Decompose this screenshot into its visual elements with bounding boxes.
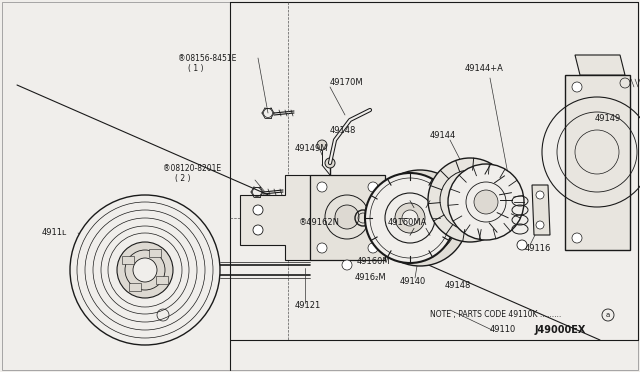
Text: 49148: 49148 bbox=[445, 280, 472, 289]
Text: 4911ʟ: 4911ʟ bbox=[42, 228, 67, 237]
Circle shape bbox=[395, 203, 425, 233]
Circle shape bbox=[428, 158, 512, 242]
Circle shape bbox=[317, 182, 327, 192]
Text: ®08156-8451E: ®08156-8451E bbox=[178, 54, 236, 62]
Polygon shape bbox=[575, 55, 625, 75]
Polygon shape bbox=[149, 248, 161, 257]
Circle shape bbox=[474, 190, 498, 214]
Polygon shape bbox=[310, 175, 385, 260]
Circle shape bbox=[253, 225, 263, 235]
Text: 49140: 49140 bbox=[400, 278, 426, 286]
Text: 49144: 49144 bbox=[430, 131, 456, 140]
Circle shape bbox=[317, 243, 327, 253]
Text: 49160M: 49160M bbox=[357, 257, 390, 266]
Circle shape bbox=[517, 240, 527, 250]
Circle shape bbox=[70, 195, 220, 345]
Text: 49144+A: 49144+A bbox=[465, 64, 504, 73]
Circle shape bbox=[372, 170, 468, 266]
Circle shape bbox=[317, 140, 327, 150]
Circle shape bbox=[117, 242, 173, 298]
Text: 49149M: 49149M bbox=[295, 144, 328, 153]
Circle shape bbox=[368, 243, 378, 253]
Text: ®08120-8201E: ®08120-8201E bbox=[163, 164, 221, 173]
Polygon shape bbox=[240, 175, 310, 260]
Circle shape bbox=[368, 182, 378, 192]
Circle shape bbox=[536, 191, 544, 199]
Circle shape bbox=[402, 210, 418, 226]
Polygon shape bbox=[532, 185, 550, 235]
Text: a: a bbox=[606, 312, 610, 318]
Circle shape bbox=[133, 258, 157, 282]
Circle shape bbox=[572, 82, 582, 92]
Text: 49121: 49121 bbox=[295, 301, 321, 310]
Text: ®49162N: ®49162N bbox=[299, 218, 340, 227]
Text: 49116: 49116 bbox=[525, 244, 552, 253]
Circle shape bbox=[335, 205, 359, 229]
Text: ( 1 ): ( 1 ) bbox=[188, 64, 204, 73]
Text: NOTE ; PARTS CODE 49110K .........: NOTE ; PARTS CODE 49110K ......... bbox=[430, 311, 561, 320]
Circle shape bbox=[325, 158, 335, 168]
Text: 49170M: 49170M bbox=[330, 77, 364, 87]
Text: 49149: 49149 bbox=[595, 113, 621, 122]
Polygon shape bbox=[156, 276, 168, 284]
Text: 49160MA: 49160MA bbox=[388, 218, 428, 227]
Text: ( 2 ): ( 2 ) bbox=[175, 173, 191, 183]
Text: 49148: 49148 bbox=[330, 125, 356, 135]
Text: J49000EX: J49000EX bbox=[535, 325, 586, 335]
Polygon shape bbox=[565, 75, 630, 250]
Circle shape bbox=[572, 233, 582, 243]
Text: 4916₂M: 4916₂M bbox=[355, 273, 387, 282]
Circle shape bbox=[365, 173, 455, 263]
Circle shape bbox=[452, 182, 488, 218]
Circle shape bbox=[381, 214, 389, 222]
Circle shape bbox=[253, 205, 263, 215]
Polygon shape bbox=[122, 256, 134, 264]
Circle shape bbox=[448, 164, 524, 240]
Polygon shape bbox=[129, 283, 141, 291]
Circle shape bbox=[342, 260, 352, 270]
Text: 49110: 49110 bbox=[490, 326, 516, 334]
Circle shape bbox=[536, 221, 544, 229]
